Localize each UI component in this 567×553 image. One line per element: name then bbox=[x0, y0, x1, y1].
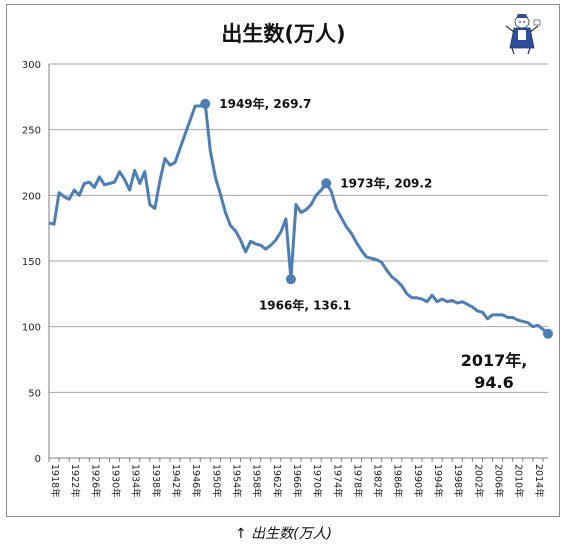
x-tick-label: 1970年 bbox=[311, 464, 323, 498]
annotation-labels: 1949年, 269.7 1966年, 136.1 1973年, 209.2 2017… bbox=[219, 96, 527, 392]
y-axis: 0 50 100 150 200 250 300 bbox=[22, 60, 50, 465]
x-tick-label: 1942年 bbox=[170, 464, 182, 498]
x-tick-label: 2014年 bbox=[533, 464, 545, 498]
chart-caption: ↑ 出生数(万人) bbox=[234, 526, 333, 542]
y-tick-label: 0 bbox=[35, 454, 41, 465]
chart-title: 出生数(万人) bbox=[221, 22, 346, 46]
x-tick-label: 1938年 bbox=[150, 464, 162, 498]
x-tick-label: 1978年 bbox=[351, 464, 363, 498]
x-tick-label: 1986年 bbox=[392, 464, 404, 498]
annotation-label: 1966年, 136.1 bbox=[259, 297, 351, 312]
data-point-marker bbox=[321, 178, 332, 189]
births-series-line bbox=[48, 102, 549, 335]
x-tick-label: 1982年 bbox=[372, 464, 384, 498]
x-tick-label: 1922年 bbox=[69, 464, 81, 498]
annotation-label: 2017年, bbox=[461, 351, 528, 370]
x-tick-label: 1994年 bbox=[432, 464, 444, 498]
y-tick-label: 50 bbox=[28, 388, 41, 399]
annotation-markers bbox=[200, 98, 553, 339]
data-point-marker bbox=[543, 328, 553, 339]
x-tick-label: 1966年 bbox=[291, 464, 303, 498]
gridlines bbox=[49, 63, 548, 459]
mascot-character-icon bbox=[505, 14, 541, 55]
y-tick-label: 200 bbox=[22, 191, 41, 202]
data-point-marker bbox=[285, 274, 296, 285]
x-tick-label: 1950年 bbox=[210, 464, 222, 498]
annotation-label: 1949年, 269.7 bbox=[219, 96, 311, 111]
x-tick-label: 1934年 bbox=[130, 464, 142, 498]
x-tick-label: 1918年 bbox=[49, 464, 61, 498]
y-tick-label: 250 bbox=[22, 126, 41, 137]
x-tick-label: 1954年 bbox=[230, 464, 242, 498]
annotation-label: 1973年, 209.2 bbox=[340, 175, 432, 190]
x-tick-label: 1990年 bbox=[412, 464, 424, 498]
x-tick-label: 1998年 bbox=[452, 464, 464, 498]
x-tick-label: 1946年 bbox=[190, 464, 202, 498]
x-axis: 1918年 1922年 1926年 1930年 1934年 1938年 1942年 1946年… bbox=[48, 458, 545, 498]
x-tick-label: 1962年 bbox=[271, 464, 283, 498]
x-tick-label: 2006年 bbox=[493, 464, 505, 498]
x-tick-label: 2002年 bbox=[472, 464, 484, 498]
x-tick-label: 1926年 bbox=[89, 464, 101, 498]
data-point-marker bbox=[200, 98, 211, 109]
x-tick-label: 2010年 bbox=[513, 464, 525, 498]
y-tick-label: 100 bbox=[22, 323, 41, 334]
y-tick-label: 300 bbox=[22, 60, 41, 71]
x-tick-label: 1930年 bbox=[109, 464, 121, 498]
annotation-value: 94.6 bbox=[474, 373, 513, 392]
x-tick-label: 1958年 bbox=[251, 464, 263, 498]
x-tick-label: 1974年 bbox=[331, 464, 343, 498]
y-tick-label: 150 bbox=[22, 257, 41, 268]
